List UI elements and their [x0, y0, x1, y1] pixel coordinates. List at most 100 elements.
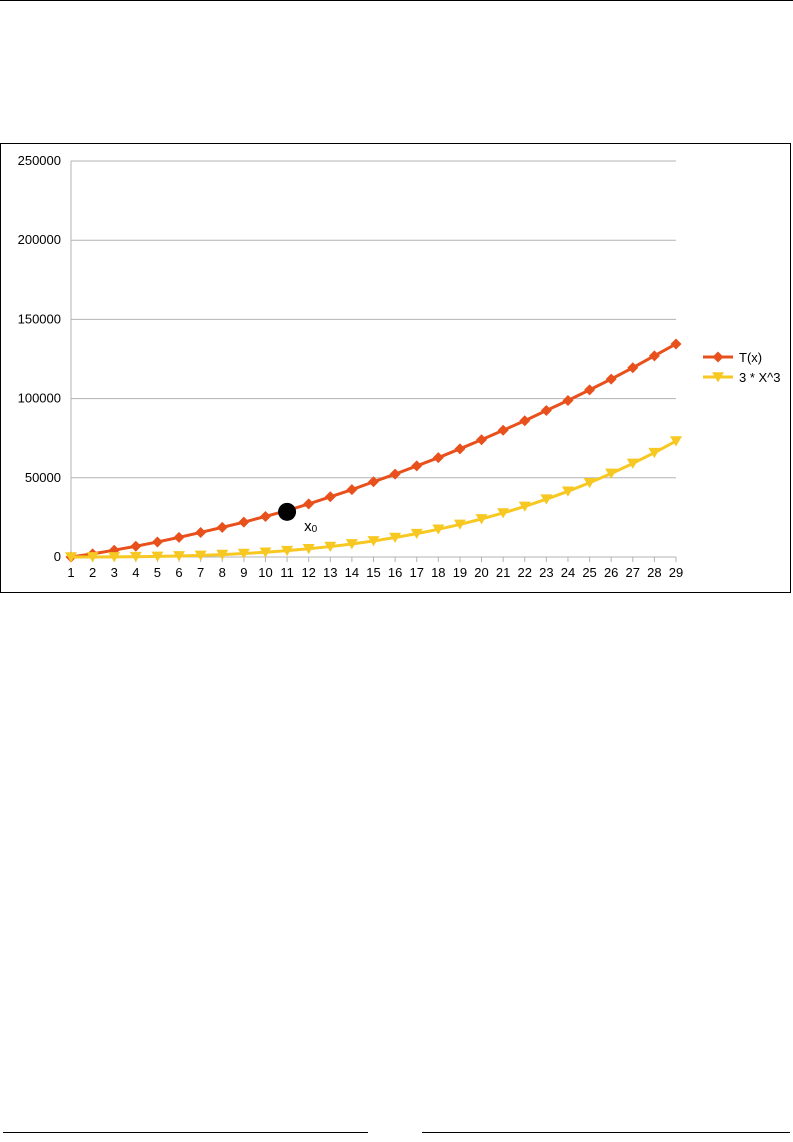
y-tick-label: 0: [54, 549, 61, 564]
data-point-1: [584, 384, 596, 396]
x-tick-label: 1: [67, 565, 74, 580]
data-point-1: [259, 510, 271, 522]
data-point-1: [151, 536, 163, 548]
data-point-2: [626, 458, 639, 469]
data-point-2: [497, 508, 510, 519]
x-tick-label: 27: [626, 565, 640, 580]
x-tick-label: 11: [280, 565, 294, 580]
data-point-2: [367, 536, 380, 547]
data-point-2: [324, 541, 337, 552]
data-point-2: [670, 436, 682, 447]
data-point-1: [195, 526, 207, 538]
x-tick-label: 29: [669, 565, 683, 580]
data-point-2: [129, 551, 142, 563]
data-point-1: [432, 452, 444, 464]
data-point-2: [389, 532, 402, 543]
data-point-1: [648, 350, 660, 362]
data-point-2: [281, 545, 294, 557]
series-line-1: [70, 342, 677, 559]
y-tick-label: 200000: [18, 232, 61, 247]
data-point-2: [65, 552, 77, 563]
data-point-2: [432, 524, 445, 535]
data-point-2: [345, 539, 358, 550]
x-tick-label: 7: [197, 565, 204, 580]
data-point-2: [216, 549, 229, 560]
x-tick-label: 9: [240, 565, 247, 580]
x-tick-label: 24: [561, 565, 575, 580]
x-tick-label: 4: [132, 565, 139, 580]
data-point-2: [259, 547, 272, 558]
x-tick-label: 17: [409, 565, 423, 580]
data-point-2: [194, 550, 207, 561]
x-tick-label: 12: [301, 565, 315, 580]
x-tick-label: 25: [582, 565, 596, 580]
x-tick-label: 26: [604, 565, 618, 580]
data-point-1: [368, 476, 379, 488]
data-point-2: [518, 501, 531, 512]
x-tick-label: 18: [431, 565, 445, 580]
x-tick-label: 14: [345, 565, 359, 580]
x-tick-label: 2: [89, 565, 96, 580]
y-tick-label: 50000: [25, 470, 61, 485]
data-point-2: [108, 552, 121, 563]
data-point-2: [475, 514, 488, 525]
data-point-2: [410, 528, 423, 540]
data-point-1: [173, 531, 185, 543]
annotation-label: x0: [304, 518, 318, 535]
data-point-1: [108, 544, 120, 556]
x-tick-label: 13: [323, 565, 337, 580]
footer-rule-right: [422, 1132, 790, 1133]
x-tick-label: 22: [518, 565, 532, 580]
data-point-1: [627, 362, 639, 374]
data-point-1: [476, 434, 488, 446]
data-point-2: [540, 494, 553, 505]
legend-label: T(x): [739, 350, 762, 365]
data-point-1: [216, 521, 228, 533]
x-tick-label: 23: [539, 565, 553, 580]
data-point-2: [302, 543, 315, 555]
x-tick-label: 19: [453, 565, 467, 580]
data-point-1: [519, 415, 531, 427]
top-rule: [0, 0, 793, 1]
data-point-1: [324, 491, 336, 503]
x-tick-label: 28: [647, 565, 661, 580]
data-point-1: [238, 516, 250, 528]
data-point-2: [583, 477, 596, 489]
data-point-1: [562, 395, 574, 407]
data-point-1: [540, 404, 552, 416]
data-point-1: [454, 443, 466, 455]
y-tick-label: 100000: [18, 391, 61, 406]
data-point-2: [237, 548, 250, 559]
x-tick-label: 10: [258, 565, 272, 580]
data-point-1: [346, 484, 358, 496]
x-tick-label: 6: [175, 565, 182, 580]
x-tick-label: 5: [154, 565, 161, 580]
data-point-1: [497, 424, 509, 436]
y-tick-label: 250000: [18, 153, 61, 168]
data-point-2: [648, 447, 661, 459]
data-point-1: [130, 540, 142, 552]
x-tick-label: 3: [111, 565, 118, 580]
data-point-2: [561, 486, 574, 497]
chart-frame: 0 50000 100000 150000 200000 250000 1 2 3 4 5 6 7 8 9 1…: [0, 143, 791, 593]
x-tick-label: 8: [219, 565, 226, 580]
data-point-2: [151, 551, 164, 562]
data-point-1: [605, 373, 617, 385]
footer-rule-left: [3, 1132, 368, 1133]
data-point-2: [605, 468, 618, 479]
data-point-1: [389, 468, 401, 480]
legend-marker: [712, 351, 724, 363]
data-point-2: [86, 552, 99, 563]
data-point-1: [303, 498, 315, 510]
x-tick-label: 21: [496, 565, 510, 580]
data-point-1: [670, 338, 682, 350]
y-tick-label: 150000: [18, 311, 61, 326]
data-point-2: [173, 551, 186, 562]
legend-marker: [712, 372, 724, 383]
data-point-1: [411, 460, 423, 472]
x-tick-label: 15: [366, 565, 380, 580]
annotation-point: [278, 502, 297, 521]
data-point-2: [453, 519, 466, 530]
x-tick-label: 16: [388, 565, 402, 580]
